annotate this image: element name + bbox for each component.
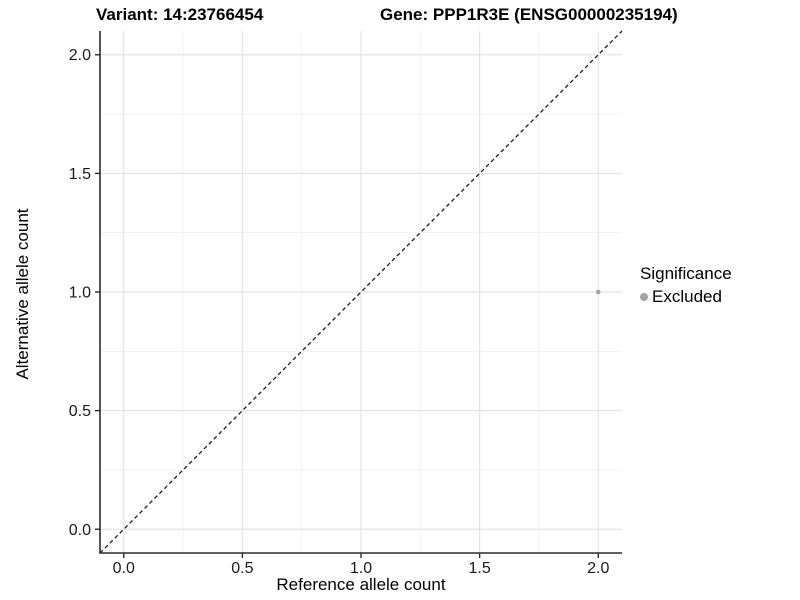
legend-point-icon [640,293,648,301]
y-tick-label: 0.5 [69,403,91,420]
y-tick-label: 1.0 [69,285,91,302]
x-tick-label: 2.0 [587,560,609,577]
variant-title: Variant: 14:23766454 [96,5,264,24]
y-tick-label: 1.5 [69,166,91,183]
data-point [595,289,601,295]
legend: Significance Excluded [640,264,732,307]
x-tick-label: 1.5 [469,560,491,577]
y-axis-title: Alternative allele count [13,208,32,380]
x-tick-label: 0.5 [231,560,253,577]
gene-title: Gene: PPP1R3E (ENSG00000235194) [380,5,678,24]
legend-title: Significance [640,264,732,283]
y-tick-label: 2.0 [69,47,91,64]
legend-entry-label: Excluded [652,287,722,306]
x-tick-label: 0.0 [113,560,135,577]
x-axis-title: Reference allele count [276,575,446,594]
x-tick-label: 1.0 [350,560,372,577]
legend-entry-excluded: Excluded [640,287,732,307]
y-tick-label: 0.0 [69,522,91,539]
